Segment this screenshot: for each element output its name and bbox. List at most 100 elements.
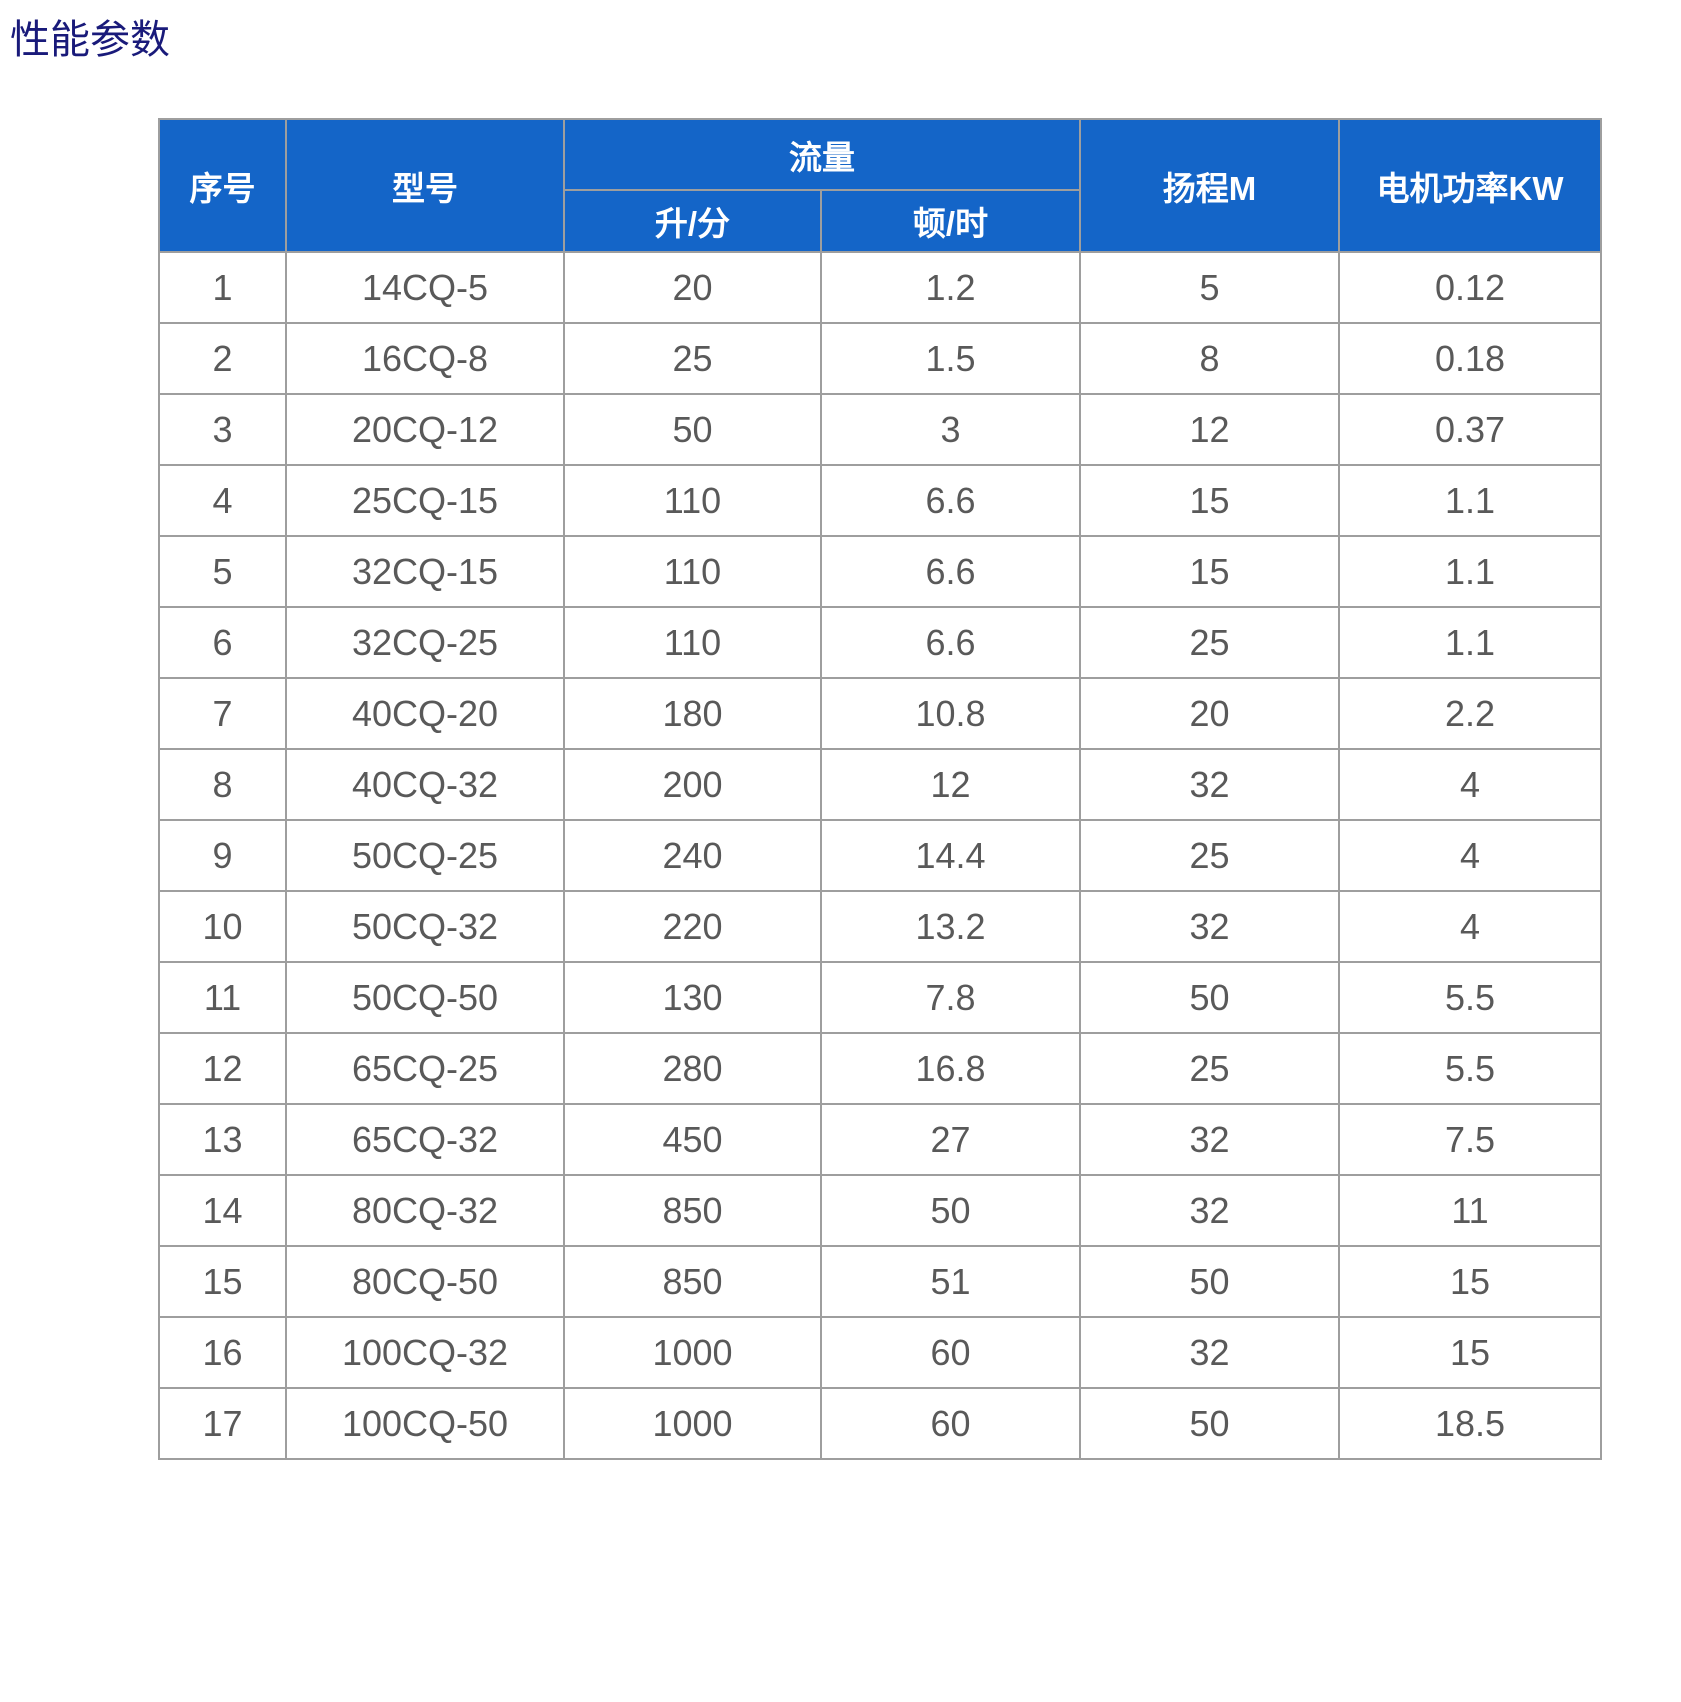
cell-flow-t-h: 6.6 [820,535,1081,608]
cell-head-m: 32 [1079,748,1340,821]
cell-no: 13 [158,1103,287,1176]
column-header-flow: 流量 [563,118,1081,191]
cell-flow-t-h: 6.6 [820,464,1081,537]
cell-no: 4 [158,464,287,537]
cell-head-m: 20 [1079,677,1340,750]
cell-model: 32CQ-15 [285,535,565,608]
cell-no: 8 [158,748,287,821]
cell-no: 14 [158,1174,287,1247]
cell-flow-l-min: 110 [563,464,822,537]
cell-motor-power-kw: 11 [1338,1174,1602,1247]
cell-flow-t-h: 12 [820,748,1081,821]
cell-no: 11 [158,961,287,1034]
column-header-flow-t-h: 顿/时 [820,189,1081,253]
cell-no: 3 [158,393,287,466]
cell-flow-t-h: 16.8 [820,1032,1081,1105]
table-row: 16 100CQ-32 1000 60 32 15 [158,1316,1602,1389]
cell-flow-l-min: 25 [563,322,822,395]
column-header-model: 型号 [285,118,565,253]
cell-flow-l-min: 110 [563,606,822,679]
table-body: 1 14CQ-5 20 1.2 5 0.12 2 16CQ-8 25 1.5 8 0.18 3 20CQ-… [158,251,1602,1460]
cell-head-m: 12 [1079,393,1340,466]
table-row: 2 16CQ-8 25 1.5 8 0.18 [158,322,1602,395]
table-row: 3 20CQ-12 50 3 12 0.37 [158,393,1602,466]
cell-flow-t-h: 27 [820,1103,1081,1176]
cell-no: 15 [158,1245,287,1318]
cell-model: 50CQ-32 [285,890,565,963]
table-row: 6 32CQ-25 110 6.6 25 1.1 [158,606,1602,679]
cell-flow-l-min: 850 [563,1174,822,1247]
cell-flow-t-h: 1.2 [820,251,1081,324]
cell-head-m: 25 [1079,1032,1340,1105]
cell-model: 50CQ-50 [285,961,565,1034]
table-row: 1 14CQ-5 20 1.2 5 0.12 [158,251,1602,324]
cell-motor-power-kw: 4 [1338,890,1602,963]
cell-motor-power-kw: 0.37 [1338,393,1602,466]
table-header: 序号 型号 流量 扬程M 电机功率KW 升/分 顿/时 [158,118,1602,253]
cell-head-m: 5 [1079,251,1340,324]
cell-motor-power-kw: 1.1 [1338,535,1602,608]
cell-head-m: 50 [1079,1387,1340,1460]
column-header-head: 扬程M [1079,118,1340,253]
cell-flow-l-min: 130 [563,961,822,1034]
cell-flow-l-min: 200 [563,748,822,821]
cell-flow-t-h: 7.8 [820,961,1081,1034]
cell-motor-power-kw: 1.1 [1338,464,1602,537]
cell-flow-t-h: 6.6 [820,606,1081,679]
table-row: 13 65CQ-32 450 27 32 7.5 [158,1103,1602,1176]
cell-model: 20CQ-12 [285,393,565,466]
table-row: 14 80CQ-32 850 50 32 11 [158,1174,1602,1247]
cell-flow-l-min: 20 [563,251,822,324]
cell-head-m: 25 [1079,819,1340,892]
cell-no: 16 [158,1316,287,1389]
cell-flow-t-h: 1.5 [820,322,1081,395]
cell-flow-t-h: 3 [820,393,1081,466]
cell-head-m: 8 [1079,322,1340,395]
cell-no: 17 [158,1387,287,1460]
cell-no: 9 [158,819,287,892]
cell-model: 65CQ-25 [285,1032,565,1105]
column-header-flow-l-min: 升/分 [563,189,822,253]
cell-head-m: 15 [1079,535,1340,608]
cell-model: 40CQ-20 [285,677,565,750]
cell-motor-power-kw: 15 [1338,1245,1602,1318]
cell-no: 10 [158,890,287,963]
cell-flow-t-h: 14.4 [820,819,1081,892]
table-row: 12 65CQ-25 280 16.8 25 5.5 [158,1032,1602,1105]
cell-head-m: 32 [1079,890,1340,963]
cell-flow-t-h: 51 [820,1245,1081,1318]
cell-head-m: 15 [1079,464,1340,537]
cell-model: 14CQ-5 [285,251,565,324]
cell-head-m: 32 [1079,1103,1340,1176]
table-row: 7 40CQ-20 180 10.8 20 2.2 [158,677,1602,750]
table-row: 5 32CQ-15 110 6.6 15 1.1 [158,535,1602,608]
cell-motor-power-kw: 2.2 [1338,677,1602,750]
cell-flow-t-h: 10.8 [820,677,1081,750]
cell-motor-power-kw: 4 [1338,819,1602,892]
cell-head-m: 50 [1079,961,1340,1034]
cell-no: 1 [158,251,287,324]
cell-model: 32CQ-25 [285,606,565,679]
cell-no: 6 [158,606,287,679]
cell-model: 100CQ-32 [285,1316,565,1389]
cell-motor-power-kw: 5.5 [1338,1032,1602,1105]
column-header-motor-power: 电机功率KW [1338,118,1602,253]
cell-motor-power-kw: 7.5 [1338,1103,1602,1176]
cell-flow-t-h: 60 [820,1387,1081,1460]
cell-motor-power-kw: 0.18 [1338,322,1602,395]
table-row: 11 50CQ-50 130 7.8 50 5.5 [158,961,1602,1034]
cell-flow-l-min: 280 [563,1032,822,1105]
cell-model: 100CQ-50 [285,1387,565,1460]
cell-motor-power-kw: 0.12 [1338,251,1602,324]
table-row: 17 100CQ-50 1000 60 50 18.5 [158,1387,1602,1460]
cell-no: 5 [158,535,287,608]
cell-model: 16CQ-8 [285,322,565,395]
cell-head-m: 32 [1079,1174,1340,1247]
cell-head-m: 50 [1079,1245,1340,1318]
table-row: 15 80CQ-50 850 51 50 15 [158,1245,1602,1318]
cell-flow-l-min: 850 [563,1245,822,1318]
cell-flow-t-h: 60 [820,1316,1081,1389]
cell-model: 80CQ-32 [285,1174,565,1247]
cell-flow-l-min: 220 [563,890,822,963]
